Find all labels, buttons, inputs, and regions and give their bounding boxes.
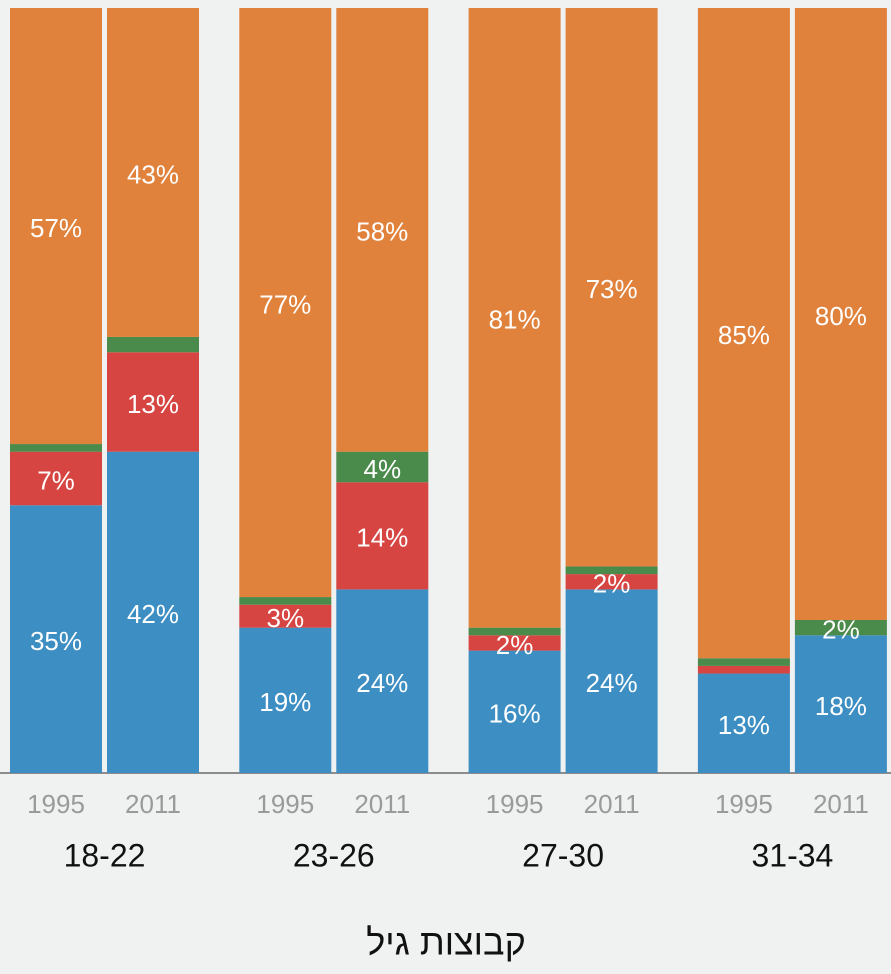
data-label: 19% — [259, 687, 311, 717]
data-label: 16% — [489, 699, 541, 729]
bar-segment — [697, 8, 790, 659]
data-label: 2% — [822, 615, 860, 645]
data-label: 58% — [356, 217, 408, 247]
data-label: 42% — [127, 599, 179, 629]
data-label: 81% — [489, 305, 541, 335]
bar-segment — [697, 658, 790, 666]
data-label: 73% — [586, 274, 638, 304]
bar-segment — [239, 597, 332, 605]
group-label: 23-26 — [293, 837, 375, 873]
data-label: 24% — [586, 668, 638, 698]
data-label: 85% — [718, 320, 770, 350]
x-axis-label: קבוצות גיל — [366, 922, 526, 963]
x-tick-label: 1995 — [486, 789, 544, 819]
bar-segment — [468, 8, 561, 628]
bar-segment — [336, 8, 429, 452]
group-label: 27-30 — [522, 837, 604, 873]
group-label: 31-34 — [751, 837, 833, 873]
data-label: 13% — [127, 389, 179, 419]
bar-segment — [565, 574, 658, 590]
data-label: 24% — [356, 668, 408, 698]
data-label: 77% — [259, 289, 311, 319]
x-tick-label: 1995 — [256, 789, 314, 819]
data-label: 3% — [267, 603, 305, 633]
bar-segment — [107, 8, 199, 337]
bar-segment — [794, 620, 887, 636]
bar-segment — [10, 8, 102, 445]
data-label: 18% — [815, 691, 867, 721]
bar-segment — [468, 635, 561, 651]
bar-segment — [107, 451, 199, 773]
x-tick-label: 1995 — [715, 789, 773, 819]
data-label: 43% — [127, 159, 179, 189]
bar-segment — [336, 589, 429, 773]
x-tick-label: 1995 — [27, 789, 85, 819]
x-tick-label: 2011 — [584, 789, 640, 819]
group-label: 18-22 — [64, 837, 146, 873]
data-label: 14% — [356, 523, 408, 553]
bar-segment — [239, 8, 332, 598]
bar-segment — [565, 8, 658, 567]
data-label: 2% — [593, 569, 631, 599]
bar-segment — [468, 650, 561, 773]
bar-segment — [10, 451, 102, 506]
x-tick-label: 2011 — [354, 789, 410, 819]
bar-segment — [10, 505, 102, 773]
data-label: 13% — [718, 710, 770, 740]
bar-segment — [565, 566, 658, 575]
x-tick-label: 2011 — [125, 789, 181, 819]
data-label: 2% — [496, 630, 534, 660]
bar-segment — [336, 482, 429, 590]
bar-segment — [468, 627, 561, 636]
bar-segment — [107, 352, 199, 452]
bar-segment — [10, 444, 102, 452]
data-label: 57% — [30, 213, 82, 243]
bar-segment — [697, 665, 790, 674]
data-label: 80% — [815, 301, 867, 331]
x-tick-label: 2011 — [813, 789, 869, 819]
data-label: 4% — [364, 454, 402, 484]
bar-segment — [336, 451, 429, 483]
data-label: 35% — [30, 626, 82, 656]
bar-segment — [239, 604, 332, 628]
data-label: 7% — [37, 465, 75, 495]
bar-segment — [239, 627, 332, 773]
bar-segment — [107, 336, 199, 353]
bar-segment — [565, 589, 658, 773]
bar-segment — [697, 673, 790, 773]
bar-segment — [794, 8, 887, 620]
bar-segment — [794, 635, 887, 773]
